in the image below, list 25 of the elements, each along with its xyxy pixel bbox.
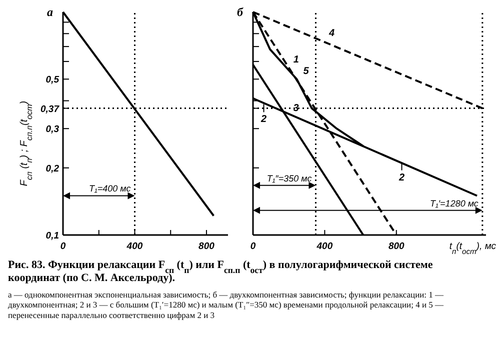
y-tick-label: 0,1	[46, 230, 59, 242]
series-label: 3	[293, 102, 300, 114]
annotation: T₁′=1280 мс	[430, 198, 479, 208]
x-tick-label: 400	[126, 241, 144, 252]
x-tick-label: 0	[60, 241, 66, 252]
annotation: 2	[398, 172, 405, 184]
series-label: 4	[328, 28, 336, 39]
y-tick-label: 0,2	[46, 163, 60, 174]
annotation: T₁″=350 мс	[266, 173, 312, 184]
text: Рис. 83. Функции релаксации F$_{сп}$ (t$_{п}$) или F$_{сп.п}$ (t$_{ост}$) в полулогарифмической системе координат (по С. М. Аксельроду).	[8, 259, 433, 284]
x-tick-label: 400	[316, 241, 334, 252]
series-label: 5	[303, 66, 310, 77]
x-tick-label: 0	[250, 241, 256, 252]
x-axis-title: t$_{п}$(t$_{ост}$), мс	[449, 241, 496, 256]
y-tick-label: 0,3	[46, 124, 60, 136]
text: а — однокомпонентная экспоненциальная зависимость; б — двухкомпонентная зависимость; функции релаксации: 1 — двухкомпонентная; 2 и 3 — с большим (T₁′=1280 мс) и малым (T₁″=350 мс) временами продольной релаксации; 4 и 5 — перенесенные параллельно соответственно цифрам 2 и 3	[8, 289, 444, 320]
chart-title: б	[237, 5, 244, 19]
y-tick-label: 0,5	[46, 74, 60, 86]
series-label: 1	[293, 54, 300, 66]
annotation: T₁=400 мс	[89, 184, 132, 194]
annotation: 2	[260, 114, 267, 126]
y-tick-label: 0,37	[40, 104, 60, 115]
x-tick-label: 800	[388, 241, 406, 252]
x-tick-label: 800	[198, 241, 216, 252]
chart-title: а	[47, 5, 53, 19]
